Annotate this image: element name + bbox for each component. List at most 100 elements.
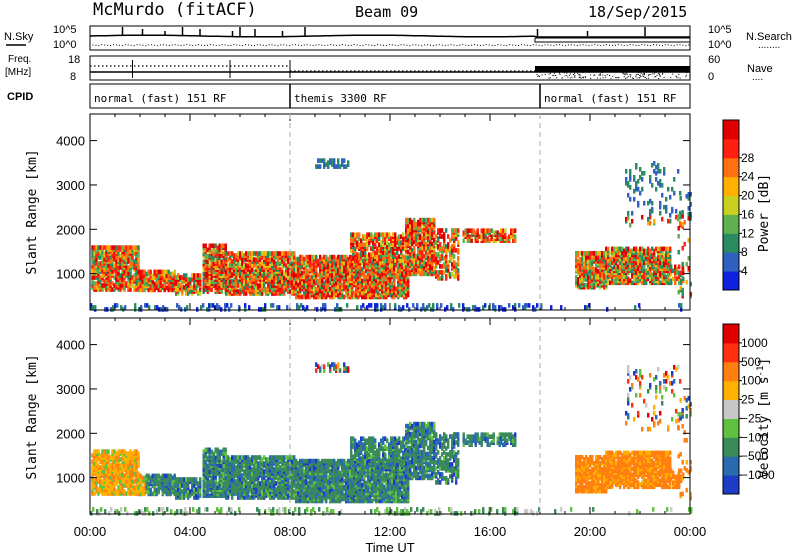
power-cell [179, 275, 182, 280]
power-cell [265, 287, 268, 292]
power-cell [176, 303, 179, 308]
power-cell [496, 236, 499, 241]
power-cell [183, 273, 186, 278]
power-cell [488, 238, 491, 243]
power-cell [437, 270, 440, 275]
power-cell [181, 275, 184, 280]
power-cell [95, 249, 98, 254]
power-cell [619, 266, 622, 272]
power-cell [627, 192, 630, 198]
power-cell [536, 303, 539, 308]
power-cell [455, 248, 458, 253]
power-cell [273, 277, 276, 282]
power-cell [253, 283, 256, 288]
nave-dot [601, 72, 603, 74]
power-cell [422, 303, 425, 308]
nave-dot [579, 75, 581, 77]
power-cell [496, 230, 499, 235]
power-cell [253, 277, 256, 282]
power-cell [263, 275, 266, 280]
power-cell [677, 249, 680, 255]
velocity-cell [111, 461, 114, 466]
power-cell [435, 252, 438, 257]
power-cell [105, 261, 108, 266]
power-cell [425, 245, 428, 251]
power-cell [257, 271, 260, 276]
power-cell [498, 232, 501, 237]
power-cell [651, 200, 654, 206]
power-cell [210, 249, 213, 255]
power-cell [661, 260, 664, 266]
velocity-cell [123, 449, 126, 454]
power-cell [360, 242, 363, 247]
power-cell [97, 287, 100, 292]
power-cell [577, 259, 580, 264]
power-cell [504, 307, 507, 312]
cpid-panel: CPID normal (fast) 151 RF themis 3300 RF n… [7, 83, 691, 109]
power-cell [235, 267, 238, 272]
power-cell [271, 265, 274, 270]
power-cell [396, 250, 399, 255]
power-cell [260, 307, 263, 312]
power-cell [657, 163, 660, 168]
power-cell [369, 288, 372, 294]
power-cell [173, 269, 176, 275]
colorbar-swatch [723, 120, 739, 140]
power-cell [379, 274, 382, 280]
power-cell [472, 228, 475, 233]
power-cell [593, 251, 596, 256]
power-cell [135, 287, 138, 292]
power-cell [356, 232, 359, 237]
power-cell [137, 285, 140, 291]
power-cell [351, 274, 354, 280]
power-cell [635, 270, 638, 276]
power-cell [421, 227, 424, 233]
power-cell [365, 288, 368, 294]
power-cell [275, 251, 278, 256]
power-cell [631, 272, 634, 278]
power-cell [259, 251, 262, 256]
power-cell [101, 245, 104, 250]
power-cell [183, 285, 186, 290]
power-cell [255, 265, 258, 270]
nave-dot [584, 76, 586, 78]
power-cell [637, 186, 640, 192]
y-tick-label: 2000 [56, 222, 85, 237]
power-cell [362, 234, 365, 239]
power-cell [419, 249, 422, 255]
power-cell [595, 251, 598, 256]
power-cell [387, 288, 390, 294]
power-cell [419, 233, 422, 239]
power-cell [365, 274, 368, 280]
power-cell [350, 232, 353, 237]
power-cell [197, 279, 200, 284]
nave-dot [599, 77, 601, 79]
power-cell [119, 287, 122, 292]
nave-dot [630, 74, 632, 76]
nave-dot [643, 74, 645, 76]
power-cell [637, 258, 640, 264]
velocity-cell [105, 463, 108, 468]
power-cell [385, 276, 388, 282]
power-cell [518, 303, 521, 308]
power-cell [93, 251, 96, 256]
power-cell [317, 286, 320, 292]
power-cell [137, 257, 140, 262]
nave-dot [685, 74, 687, 76]
power-cell [299, 254, 302, 260]
power-cell [425, 241, 428, 247]
power-cell [121, 245, 124, 250]
power-cell [317, 272, 320, 278]
power-cell [645, 248, 648, 254]
power-cell [457, 248, 460, 253]
power-cell [425, 261, 428, 267]
power-cell [449, 256, 452, 261]
power-cell [178, 305, 181, 310]
power-cell [271, 279, 274, 284]
power-cell [202, 303, 205, 308]
power-cell [494, 230, 497, 235]
velocity-cell [115, 455, 118, 460]
power-cell [623, 248, 626, 254]
power-cell [647, 216, 650, 222]
power-cell [528, 303, 531, 308]
